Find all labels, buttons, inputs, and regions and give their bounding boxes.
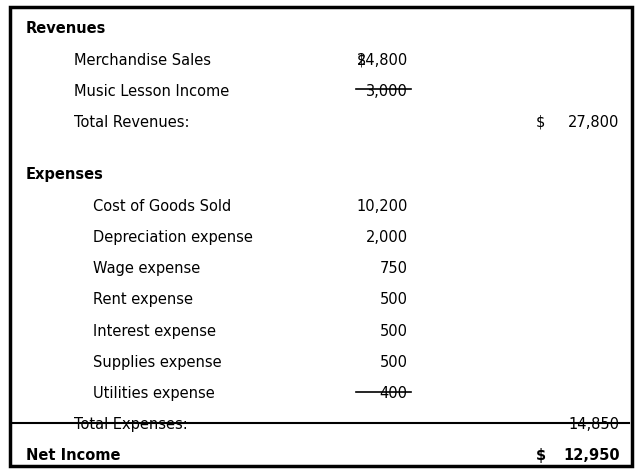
- Text: 24,800: 24,800: [356, 53, 408, 68]
- Text: 3,000: 3,000: [366, 84, 408, 99]
- Text: 500: 500: [379, 324, 408, 339]
- Text: Net Income: Net Income: [26, 448, 120, 464]
- Text: Interest expense: Interest expense: [93, 324, 216, 339]
- Text: Rent expense: Rent expense: [93, 292, 193, 307]
- Text: Wage expense: Wage expense: [93, 261, 200, 276]
- Text: Total Revenues:: Total Revenues:: [74, 115, 189, 130]
- Text: Depreciation expense: Depreciation expense: [93, 230, 253, 245]
- Text: 750: 750: [379, 261, 408, 276]
- Text: Expenses: Expenses: [26, 167, 103, 183]
- Text: 27,800: 27,800: [568, 115, 620, 130]
- Text: 12,950: 12,950: [563, 448, 620, 464]
- Text: $: $: [536, 115, 546, 130]
- Text: $: $: [356, 53, 366, 68]
- Text: Cost of Goods Sold: Cost of Goods Sold: [93, 199, 231, 214]
- Text: Music Lesson Income: Music Lesson Income: [74, 84, 229, 99]
- Text: 2,000: 2,000: [365, 230, 408, 245]
- Text: Revenues: Revenues: [26, 21, 106, 36]
- FancyBboxPatch shape: [10, 7, 632, 466]
- Text: 500: 500: [379, 355, 408, 370]
- Text: 10,200: 10,200: [356, 199, 408, 214]
- Text: 500: 500: [379, 292, 408, 307]
- Text: Total Expenses:: Total Expenses:: [74, 417, 187, 432]
- Text: Merchandise Sales: Merchandise Sales: [74, 53, 211, 68]
- Text: Supplies expense: Supplies expense: [93, 355, 221, 370]
- Text: 14,850: 14,850: [569, 417, 620, 432]
- Text: Utilities expense: Utilities expense: [93, 386, 215, 401]
- Text: $: $: [536, 448, 546, 464]
- Text: 400: 400: [379, 386, 408, 401]
